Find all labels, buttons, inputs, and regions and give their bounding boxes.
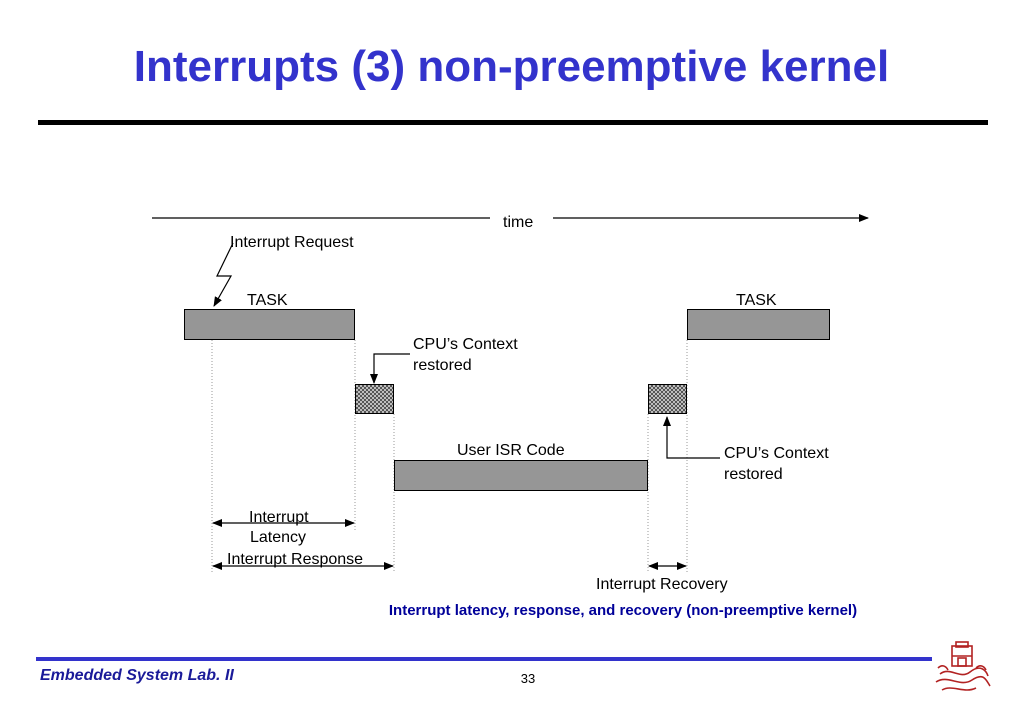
university-emblem-icon [935,641,991,691]
context-left-arrow [370,353,410,384]
isr-label: User ISR Code [457,442,565,459]
context-right-label-line2: restored [724,466,783,483]
page-number: 33 [520,671,536,686]
interrupt-request-arrow [213,242,234,307]
context-right-arrow [663,416,720,459]
context-right-block [648,384,687,414]
footer-lab-name: Embedded System Lab. II [40,667,234,684]
context-left-block [355,384,394,414]
slide-title: Interrupts (3) non-preemptive kernel [133,42,890,91]
context-right-label-line1: CPU’s Context [724,445,829,462]
footer-rule [36,657,932,661]
interrupt-request-label: Interrupt Request [230,234,354,251]
latency-label-line2: Latency [250,529,307,546]
diagram-caption: Interrupt latency, response, and recover… [388,602,858,619]
response-label: Interrupt Response [227,551,364,568]
title-underline [38,120,988,125]
task-right-label: TASK [736,292,777,309]
context-left-label-line1: CPU’s Context [413,336,518,353]
task-right-bar [687,309,830,340]
task-left-label: TASK [247,292,288,309]
task-left-bar [184,309,355,340]
latency-label-line1: Interrupt [249,509,309,526]
time-label: time [503,214,534,231]
isr-bar [394,460,648,491]
context-left-label-line2: restored [413,357,472,374]
recovery-label: Interrupt Recovery [596,576,728,593]
